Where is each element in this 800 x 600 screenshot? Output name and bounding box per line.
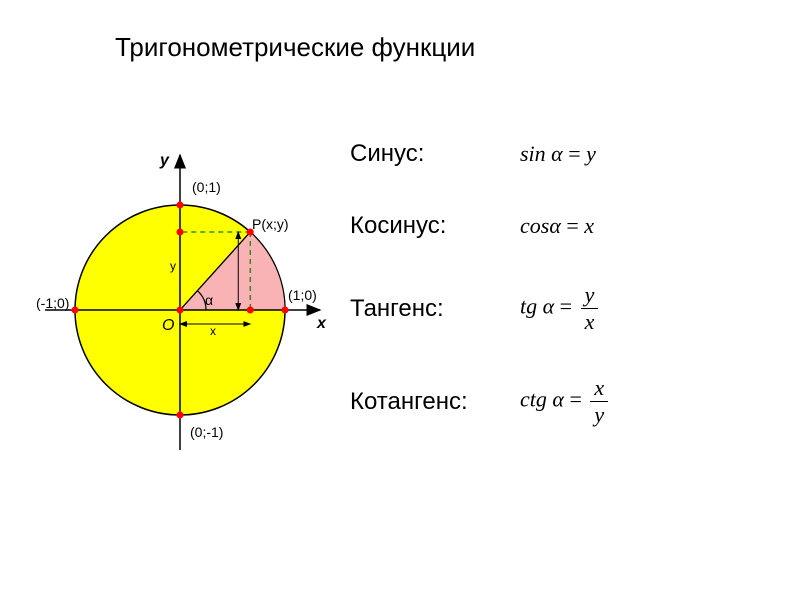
diagram-svg: (0;1) (0;-1) (-1;0) (1;0) P(x;y) Oα x y x y [30,125,330,455]
function-row: Тангенс:tg α = yx [350,284,770,333]
page-title: Тригонометрические функции [115,32,475,63]
function-label: Тангенс: [350,295,520,323]
function-formula: ctg α = xy [520,377,611,426]
svg-text:x: x [210,324,216,338]
function-label: Котангенс: [350,388,520,416]
function-label: Косинус: [350,212,520,240]
svg-text:(0;1): (0;1) [192,179,221,195]
function-row: Косинус:cosα = x [350,212,770,240]
unit-circle-diagram: (0;1) (0;-1) (-1;0) (1;0) P(x;y) Oα x y x y [30,125,330,455]
function-label: Синус: [350,140,520,168]
svg-text:y: y [159,152,170,169]
svg-text:(1;0): (1;0) [288,287,317,303]
function-formula: tg α = yx [520,284,601,333]
function-row: Синус:sin α = y [350,140,770,168]
function-row: Котангенс:ctg α = xy [350,377,770,426]
svg-text:y: y [170,259,176,273]
svg-text:(-1;0): (-1;0) [36,295,69,311]
svg-text:x: x [316,315,327,332]
svg-text:α: α [205,292,213,308]
svg-text:O: O [162,317,174,334]
functions-list: Синус:sin α = y Косинус:cosα = x Тангенс:t… [350,140,770,470]
function-formula: cosα = x [520,213,594,239]
svg-text:P(x;y): P(x;y) [252,216,289,232]
function-formula: sin α = y [520,141,596,167]
svg-text:(0;-1): (0;-1) [190,424,223,440]
